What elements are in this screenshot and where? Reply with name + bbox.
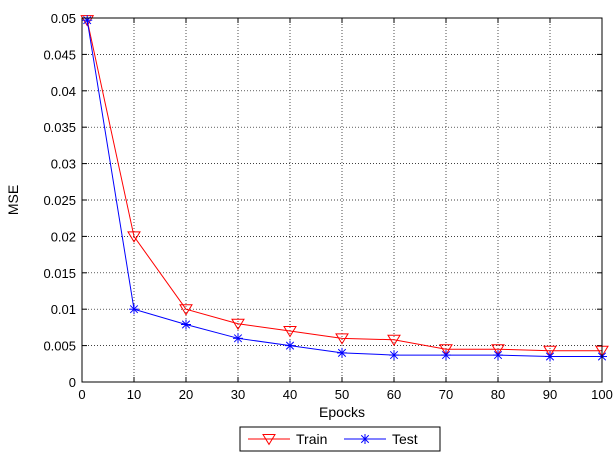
- y-tick-label: 0.015: [43, 266, 76, 281]
- train-line: [86, 20, 602, 352]
- test-point: [181, 319, 191, 330]
- train-point: [179, 304, 193, 316]
- y-tick-label: 0.005: [43, 339, 76, 354]
- x-tick-label: 90: [543, 387, 557, 402]
- y-tick-label: 0.03: [51, 157, 76, 172]
- train-point: [543, 345, 557, 358]
- series-layer: [80, 15, 609, 362]
- train-point: [387, 334, 401, 347]
- legend: Train Test: [239, 426, 441, 452]
- legend-item-test: Test: [344, 431, 418, 447]
- legend-item-train: Train: [248, 431, 327, 447]
- test-point: [545, 351, 555, 362]
- legend-marker-train: [262, 434, 276, 446]
- x-tick-label: 0: [78, 387, 85, 402]
- train-point: [283, 326, 297, 338]
- axis-ticks: [81, 17, 603, 383]
- legend-marker-test: [360, 434, 370, 444]
- x-tick-label: 100: [591, 387, 613, 402]
- test-point: [337, 347, 347, 358]
- train-point: [127, 231, 141, 243]
- tick-labels: 0 10 20 30 40 50 60 70 80 90 100 0 0.005 0.01 0.015 0.0…: [43, 11, 612, 402]
- train-point: [439, 344, 453, 356]
- test-point: [129, 304, 139, 315]
- y-tick-label: 0.025: [43, 193, 76, 208]
- x-tick-label: 80: [491, 387, 505, 402]
- series-test: [82, 15, 607, 362]
- y-tick-label: 0.04: [51, 84, 76, 99]
- y-axis-label: MSE: [5, 185, 21, 215]
- plot-frame: [81, 17, 603, 383]
- x-tick-label: 30: [231, 387, 245, 402]
- test-point: [82, 15, 93, 26]
- train-point: [335, 333, 349, 345]
- test-point: [493, 350, 503, 361]
- y-tick-label: 0: [69, 375, 76, 390]
- x-tick-label: 10: [127, 387, 141, 402]
- test-point: [233, 333, 243, 344]
- x-tick-label: 20: [179, 387, 193, 402]
- test-point: [285, 340, 295, 351]
- test-point: [389, 350, 399, 361]
- train-point: [231, 318, 245, 331]
- legend-items: Train Test: [248, 431, 418, 447]
- y-tick-label: 0.02: [51, 229, 76, 244]
- x-tick-label: 70: [439, 387, 453, 402]
- test-point: [441, 350, 451, 361]
- legend-label-test: Test: [392, 431, 418, 447]
- y-tick-label: 0.01: [51, 302, 76, 317]
- legend-label-train: Train: [296, 431, 327, 447]
- y-tick-label: 0.035: [43, 120, 76, 135]
- x-tick-label: 50: [335, 387, 349, 402]
- y-tick-label: 0.045: [43, 47, 76, 62]
- x-axis-label: Epocks: [319, 404, 365, 420]
- x-tick-label: 40: [283, 387, 297, 402]
- x-tick-label: 60: [387, 387, 401, 402]
- y-tick-label: 0.05: [51, 11, 76, 26]
- train-point: [491, 344, 505, 356]
